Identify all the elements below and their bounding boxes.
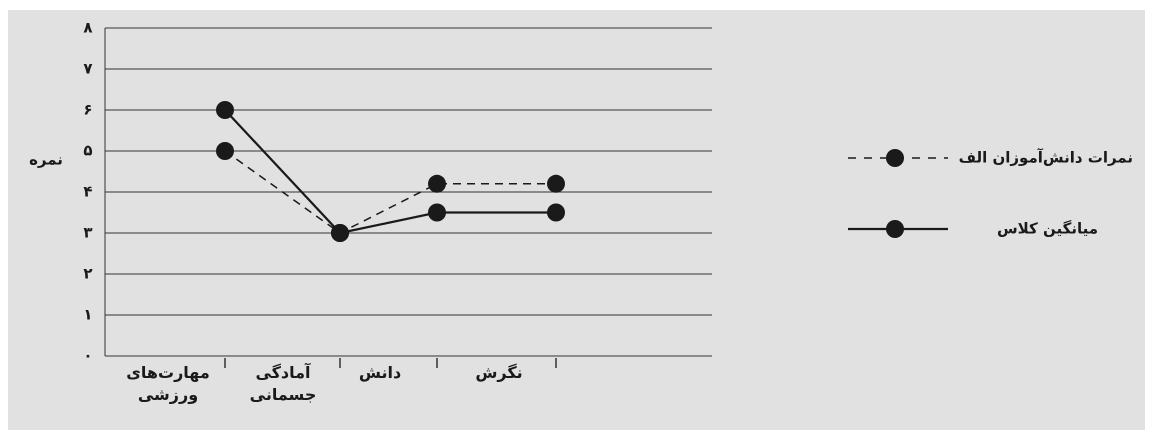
x-tick-label: دانش xyxy=(358,363,402,382)
y-tick-label: ۵ xyxy=(83,142,92,160)
point xyxy=(547,203,565,222)
point xyxy=(428,203,446,222)
y-tick-label: ۳ xyxy=(83,224,92,242)
y-tick-label: ۸ xyxy=(83,19,92,37)
x-tick-label: مهارت‌های ورزشی xyxy=(126,363,210,404)
legend-marker xyxy=(886,149,904,167)
series-line xyxy=(224,150,556,234)
y-tick-label: ۲ xyxy=(83,265,92,283)
point xyxy=(216,101,234,119)
legend-label: نمرات دانش‌آموزان الف xyxy=(959,149,1133,167)
legend-marker xyxy=(886,220,904,238)
x-tick-label: نگرش xyxy=(475,363,523,382)
point xyxy=(331,224,349,242)
legend-label: میانگین کلاس xyxy=(997,220,1098,238)
y-axis-label: نمره xyxy=(29,151,63,169)
y-tick-label: ۴ xyxy=(83,183,92,201)
point xyxy=(547,174,565,193)
point xyxy=(216,142,234,160)
y-tick-label: ۶ xyxy=(83,101,92,119)
y-tick-label: ۰ xyxy=(83,347,92,365)
series-line xyxy=(224,109,556,235)
y-tick-label: ۷ xyxy=(83,60,92,78)
panel xyxy=(8,10,1145,430)
y-tick-label: ۱ xyxy=(83,306,92,324)
point xyxy=(428,174,446,193)
x-tick-label: آمادگی جسمانی xyxy=(249,363,317,404)
